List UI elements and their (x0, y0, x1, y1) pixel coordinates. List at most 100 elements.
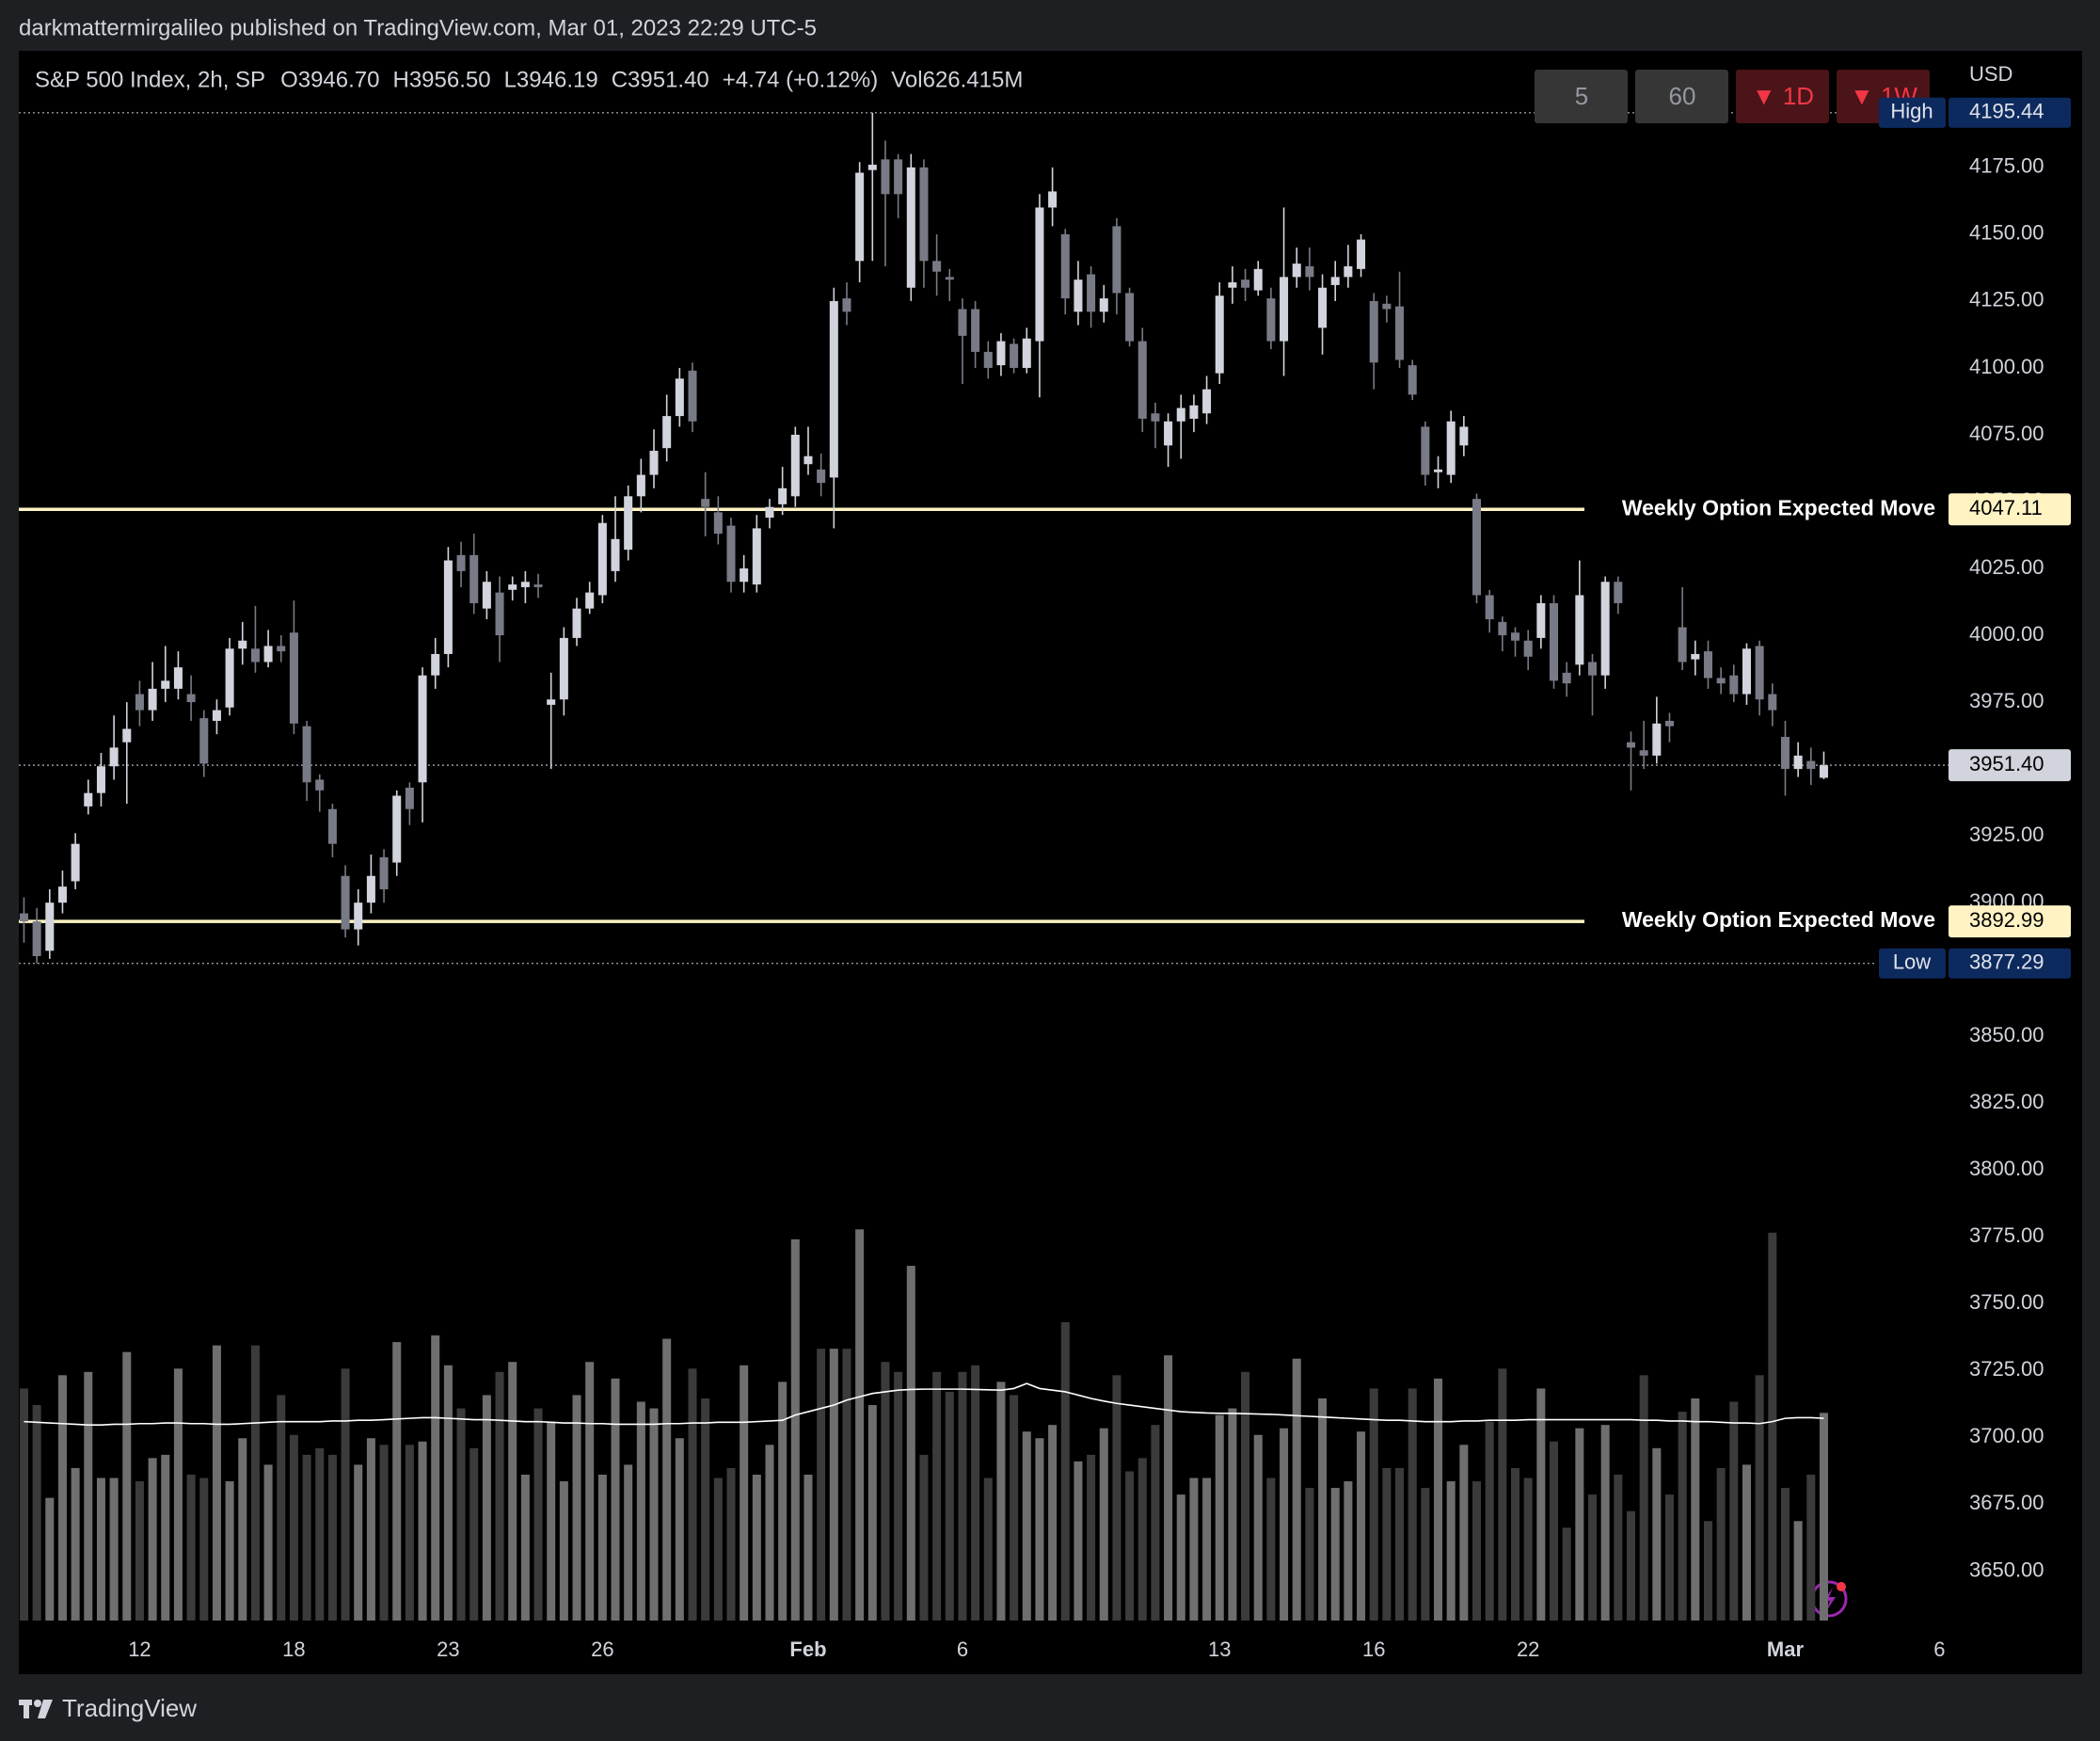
volume-bar (122, 1351, 132, 1621)
candle-body (559, 637, 568, 700)
candle-body (1138, 341, 1147, 419)
volume-bar (649, 1408, 659, 1621)
volume-bar (867, 1405, 877, 1621)
candle-body (71, 843, 80, 882)
candle-body (790, 434, 800, 497)
marker-price-box (1949, 97, 2071, 128)
candle-body (1048, 191, 1058, 208)
marker-name: Low (1893, 950, 1931, 974)
candle-body (443, 560, 453, 654)
volume-bar (1587, 1494, 1598, 1621)
candle-body (1446, 421, 1456, 475)
volume-bar (431, 1335, 440, 1621)
candle-body (701, 499, 710, 507)
candle-body (1536, 602, 1546, 638)
candle-body (289, 632, 298, 724)
volume-bar (1241, 1371, 1250, 1621)
candle-body (354, 902, 363, 930)
candle-body (1189, 405, 1199, 419)
volume-bar (96, 1477, 105, 1621)
volume-bar (1549, 1441, 1559, 1621)
x-tick-label: 22 (1517, 1637, 1539, 1661)
candle-body (315, 779, 325, 791)
volume-bar (1485, 1421, 1494, 1621)
volume-bar (1060, 1321, 1070, 1621)
legend-value: +4.74 (+0.12%) (723, 67, 878, 92)
volume-bar (778, 1382, 788, 1621)
candle-body (341, 875, 350, 930)
chart-title: S&P 500 Index, 2h, SP (35, 67, 265, 92)
interval-label: 5 (1575, 82, 1588, 110)
volume-bar (1266, 1477, 1276, 1621)
volume-bar (469, 1447, 479, 1621)
candle-body (1626, 742, 1636, 748)
candle-body (662, 416, 672, 449)
candle-body (1729, 675, 1739, 695)
candle-body (597, 522, 607, 596)
volume-bar (958, 1371, 967, 1621)
candle-body (96, 766, 105, 793)
volume-bar (379, 1445, 389, 1621)
volume-bar (842, 1349, 851, 1621)
candle-body (945, 277, 954, 280)
candle-body (1549, 602, 1559, 681)
candle-body (611, 538, 620, 571)
level-price-box (1949, 905, 2071, 938)
candle-body (1292, 264, 1301, 278)
candle-body (726, 525, 736, 583)
volume-bar (456, 1408, 466, 1621)
volume-bar (392, 1342, 402, 1621)
level-price-box (1949, 493, 2071, 526)
volume-bar (1330, 1488, 1340, 1621)
candle-body (1742, 648, 1751, 695)
interval-button[interactable] (1736, 70, 1829, 123)
volume-bar (1125, 1471, 1135, 1621)
candle-body (1793, 755, 1803, 770)
volume-bar (881, 1362, 890, 1621)
volume-bar (1536, 1388, 1546, 1621)
volume-bar (547, 1421, 556, 1621)
candle-body (1562, 672, 1571, 684)
y-tick-label: 3800.00 (1969, 1157, 2044, 1180)
candle-body (906, 167, 915, 288)
candle-body (919, 167, 929, 262)
volume-bar (199, 1477, 209, 1621)
legend-value: H3956.50 (392, 67, 490, 92)
candle-body (1434, 469, 1443, 472)
candle-body (1010, 343, 1019, 368)
marker-name: High (1890, 100, 1933, 123)
candle-body (1099, 298, 1108, 312)
candle-body (533, 584, 543, 587)
volume-bar (161, 1454, 170, 1621)
candle-body (161, 680, 170, 689)
candle-body (1421, 426, 1430, 475)
candle-body (765, 506, 774, 519)
volume-bar (19, 1388, 28, 1621)
x-tick-label: 16 (1362, 1637, 1385, 1661)
candle-body (225, 648, 234, 708)
volume-bar (135, 1481, 144, 1621)
candle-body (84, 792, 93, 807)
candle-body (122, 728, 132, 743)
marker-price: 4195.44 (1969, 100, 2044, 123)
candle-body (1369, 300, 1378, 363)
volume-bar (624, 1464, 633, 1621)
interval-button[interactable] (1635, 70, 1728, 123)
volume-bar (1716, 1467, 1726, 1621)
volume-bar (148, 1458, 157, 1621)
candle-body (1228, 282, 1237, 288)
volume-bar (1523, 1477, 1533, 1621)
volume-bar (1793, 1521, 1803, 1621)
volume-bar (740, 1365, 749, 1621)
interval-label: ▼ 1D (1752, 82, 1814, 110)
volume-bar (45, 1497, 55, 1621)
volume-bar (790, 1238, 800, 1621)
candle-body (1164, 421, 1173, 446)
candle-body (277, 646, 286, 652)
interval-button[interactable] (1535, 70, 1628, 123)
candle-body (829, 300, 838, 478)
volume-bar (752, 1475, 761, 1621)
y-tick-label: 3775.00 (1969, 1223, 2044, 1247)
brand-logo (19, 1700, 53, 1718)
